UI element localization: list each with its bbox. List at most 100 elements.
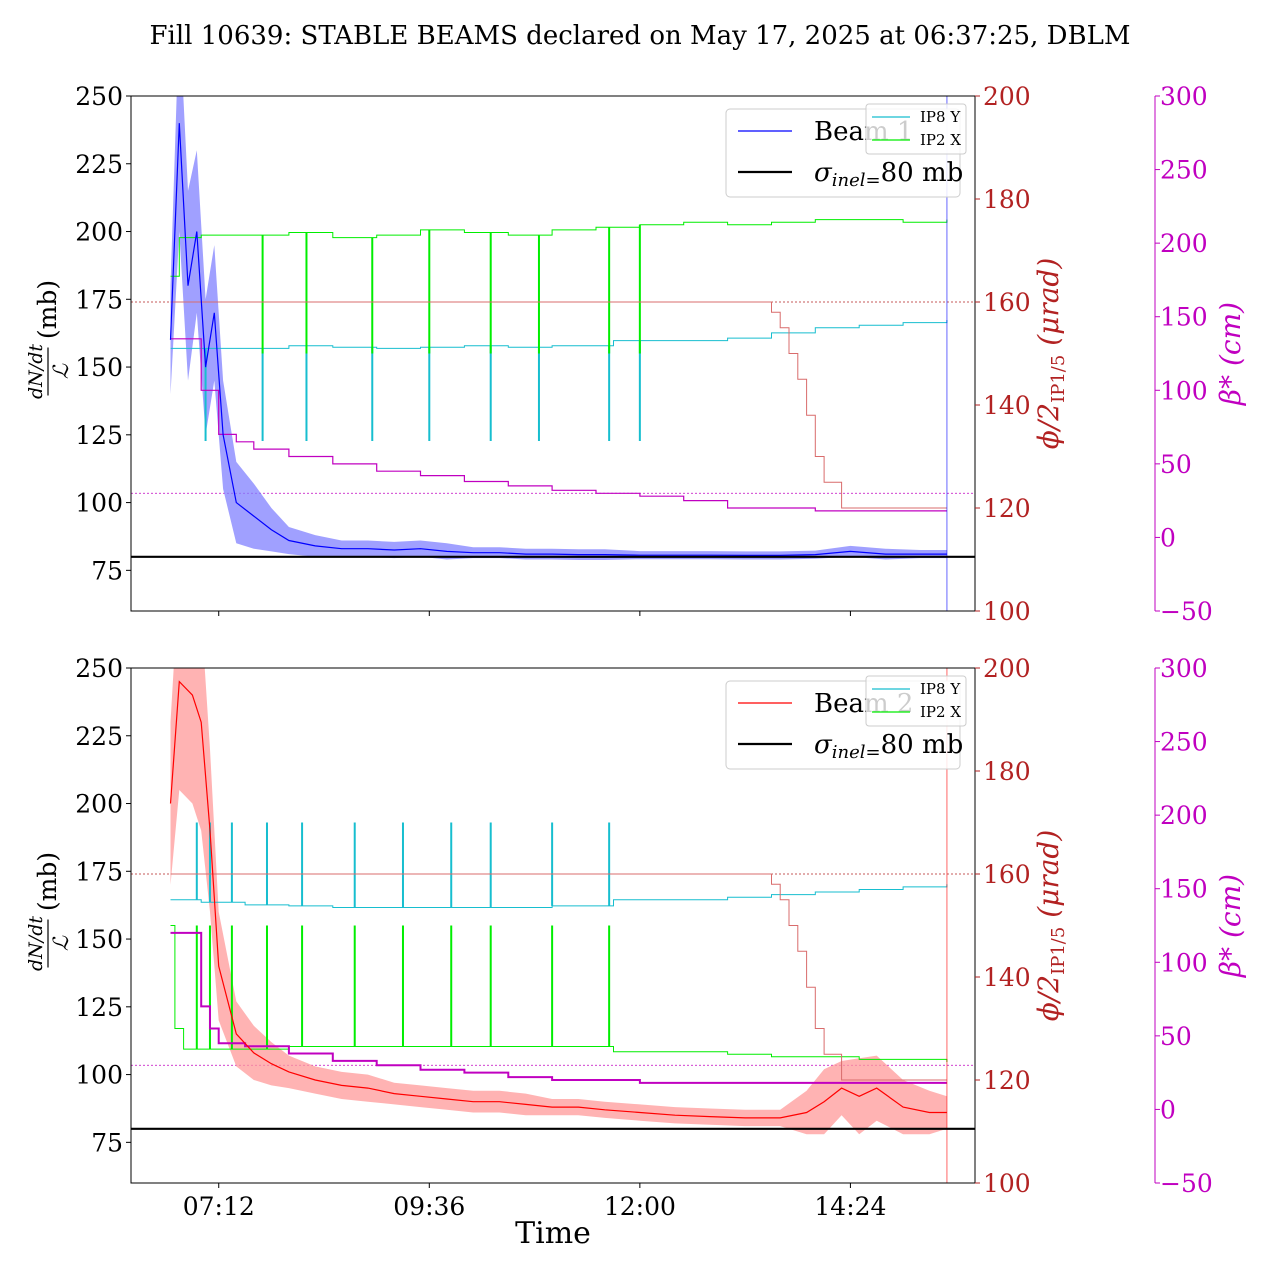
y-right1-tick-label: 100 (983, 1169, 1031, 1198)
y-left-tick-label: 200 (75, 790, 123, 819)
y-right2-tick-label: −50 (1160, 597, 1213, 626)
top-panel: 75 100 125 150 175 200 225 250 dN/dt ℒ (mb) 100 120 1… (25, 82, 1247, 626)
y-right2-label-text: β* (cm) (1214, 874, 1247, 978)
x-tick-label: 12:00 (604, 1192, 676, 1221)
y-right1-tick-label: 140 (983, 391, 1031, 420)
legend-label-ip2x: IP2 X (920, 703, 961, 721)
ip-legend: IP8 Y IP2 X (865, 103, 967, 155)
y-right2-tick-label: 100 (1160, 376, 1208, 405)
y-left-tick-label: 150 (75, 925, 123, 954)
y-right1-label-main: ϕ/2 (1032, 975, 1065, 1021)
y-left-tick-label: 225 (75, 722, 123, 751)
sigma-subscript: inel= (832, 742, 881, 763)
y-right2-tick-label: 200 (1160, 801, 1208, 830)
y-right1-tick-label: 160 (983, 288, 1031, 317)
x-axis-label: Time (515, 1216, 591, 1251)
y-left-tick-label: 75 (91, 1128, 123, 1157)
y-right2-tick-label: 200 (1160, 229, 1208, 258)
y-left-tick-label: 100 (75, 489, 123, 518)
x-tick-label: 14:24 (814, 1192, 886, 1221)
y-right1-tick-label: 140 (983, 963, 1031, 992)
legend-label-sigma: σinel=80 mb (814, 730, 963, 763)
y-left-label: dN/dt ℒ (mb) (25, 280, 73, 399)
y-right1-label: ϕ/2IP1/5 (μrad) (1032, 830, 1069, 1022)
y-right2-tick-label: −50 (1160, 1169, 1213, 1198)
y-left-label-denominator: ℒ (49, 363, 73, 379)
y-left-label-numerator: dN/dt (25, 916, 47, 971)
y-right1-tick-label: 100 (983, 597, 1031, 626)
y-left-label: dN/dt ℒ (mb) (25, 852, 73, 971)
y-left-label-unit: (mb) (33, 852, 62, 911)
y-right2-tick-label: 300 (1160, 654, 1208, 683)
y-right2-tick-label: 100 (1160, 948, 1208, 977)
y-right1-tick-label: 200 (983, 82, 1031, 111)
y-left-tick-label: 75 (91, 556, 123, 585)
y-right1-label-sub: IP1/5 (1048, 927, 1069, 975)
x-tick-label: 09:36 (393, 1192, 465, 1221)
legend-label-sigma: σinel=80 mb (814, 158, 963, 191)
y-right1-label-unit: (μrad) (1032, 258, 1065, 355)
y-right2-label: β* (cm) (1214, 874, 1247, 978)
y-left-tick-label: 125 (75, 993, 123, 1022)
y-left-tick-label: 150 (75, 353, 123, 382)
sigma-symbol: σ (814, 158, 833, 188)
legend-label-ip8y: IP8 Y (920, 108, 961, 126)
y-left-label-denominator: ℒ (49, 935, 73, 951)
ip8y-line (170, 320, 948, 349)
y-right2-tick-label: 150 (1160, 303, 1208, 332)
beam1-rate-line (169, 123, 947, 556)
y-left-tick-label: 175 (75, 857, 123, 886)
y-right2-tick-label: 150 (1160, 875, 1208, 904)
beta-star-line (170, 931, 947, 1084)
y-right1-tick-label: 160 (983, 860, 1031, 889)
y-left-tick-label: 175 (75, 285, 123, 314)
y-left-tick-label: 100 (75, 1061, 123, 1090)
beam2-rate-line (169, 680, 947, 1119)
crossing-angle-line (170, 301, 947, 509)
plot-area (131, 96, 975, 611)
plot-frame (130, 667, 976, 1184)
y-right2-label: β* (cm) (1214, 302, 1247, 406)
y-right1-tick-label: 120 (983, 1066, 1031, 1095)
crossing-angle-line (170, 873, 947, 1081)
y-right1-label-main: ϕ/2 (1032, 403, 1065, 449)
plot-frame (130, 95, 976, 612)
ip2x-line (170, 219, 948, 277)
y-right1-label-text: ϕ/2IP1/5 (μrad) (1032, 830, 1069, 1022)
y-right2-tick-label: 300 (1160, 82, 1208, 111)
y-right1-tick-label: 180 (983, 757, 1031, 786)
y-left-tick-label: 200 (75, 218, 123, 247)
y-right2-tick-label: 0 (1160, 523, 1176, 552)
sigma-symbol: σ (814, 730, 833, 760)
beam1-uncertainty-band (170, 96, 947, 560)
bottom-panel: 75 100 125 150 175 200 225 250 dN/dt ℒ (mb) 100 120 1… (25, 654, 1247, 1251)
plot-area (131, 668, 975, 1183)
beta-star-line (170, 338, 947, 512)
beam2-uncertainty-band (170, 668, 947, 1135)
y-left-tick-label: 250 (75, 654, 123, 683)
y-left-tick-label: 225 (75, 150, 123, 179)
sigma-subscript: inel= (832, 170, 881, 191)
y-right1-tick-label: 120 (983, 494, 1031, 523)
y-right2-tick-label: 50 (1160, 450, 1192, 479)
y-right2-tick-label: 0 (1160, 1095, 1176, 1124)
ip2x-line (170, 925, 948, 1062)
figure-title: Fill 10639: STABLE BEAMS declared on May… (150, 21, 1131, 51)
y-right1-tick-label: 200 (983, 654, 1031, 683)
ip-legend: IP8 Y IP2 X (865, 675, 967, 727)
ip8y-line (170, 884, 948, 908)
x-tick-label: 07:12 (183, 1192, 255, 1221)
y-right2-tick-label: 250 (1160, 728, 1208, 757)
y-left-tick-label: 250 (75, 82, 123, 111)
y-right2-tick-label: 50 (1160, 1022, 1192, 1051)
y-right1-label: ϕ/2IP1/5 (μrad) (1032, 258, 1069, 450)
y-left-label-numerator: dN/dt (25, 344, 47, 399)
y-right1-label-sub: IP1/5 (1048, 355, 1069, 403)
y-right1-tick-label: 180 (983, 185, 1031, 214)
y-right2-tick-label: 250 (1160, 156, 1208, 185)
y-left-label-unit: (mb) (33, 280, 62, 339)
sigma-value: 80 mb (881, 730, 964, 760)
y-right1-label-text: ϕ/2IP1/5 (μrad) (1032, 258, 1069, 450)
